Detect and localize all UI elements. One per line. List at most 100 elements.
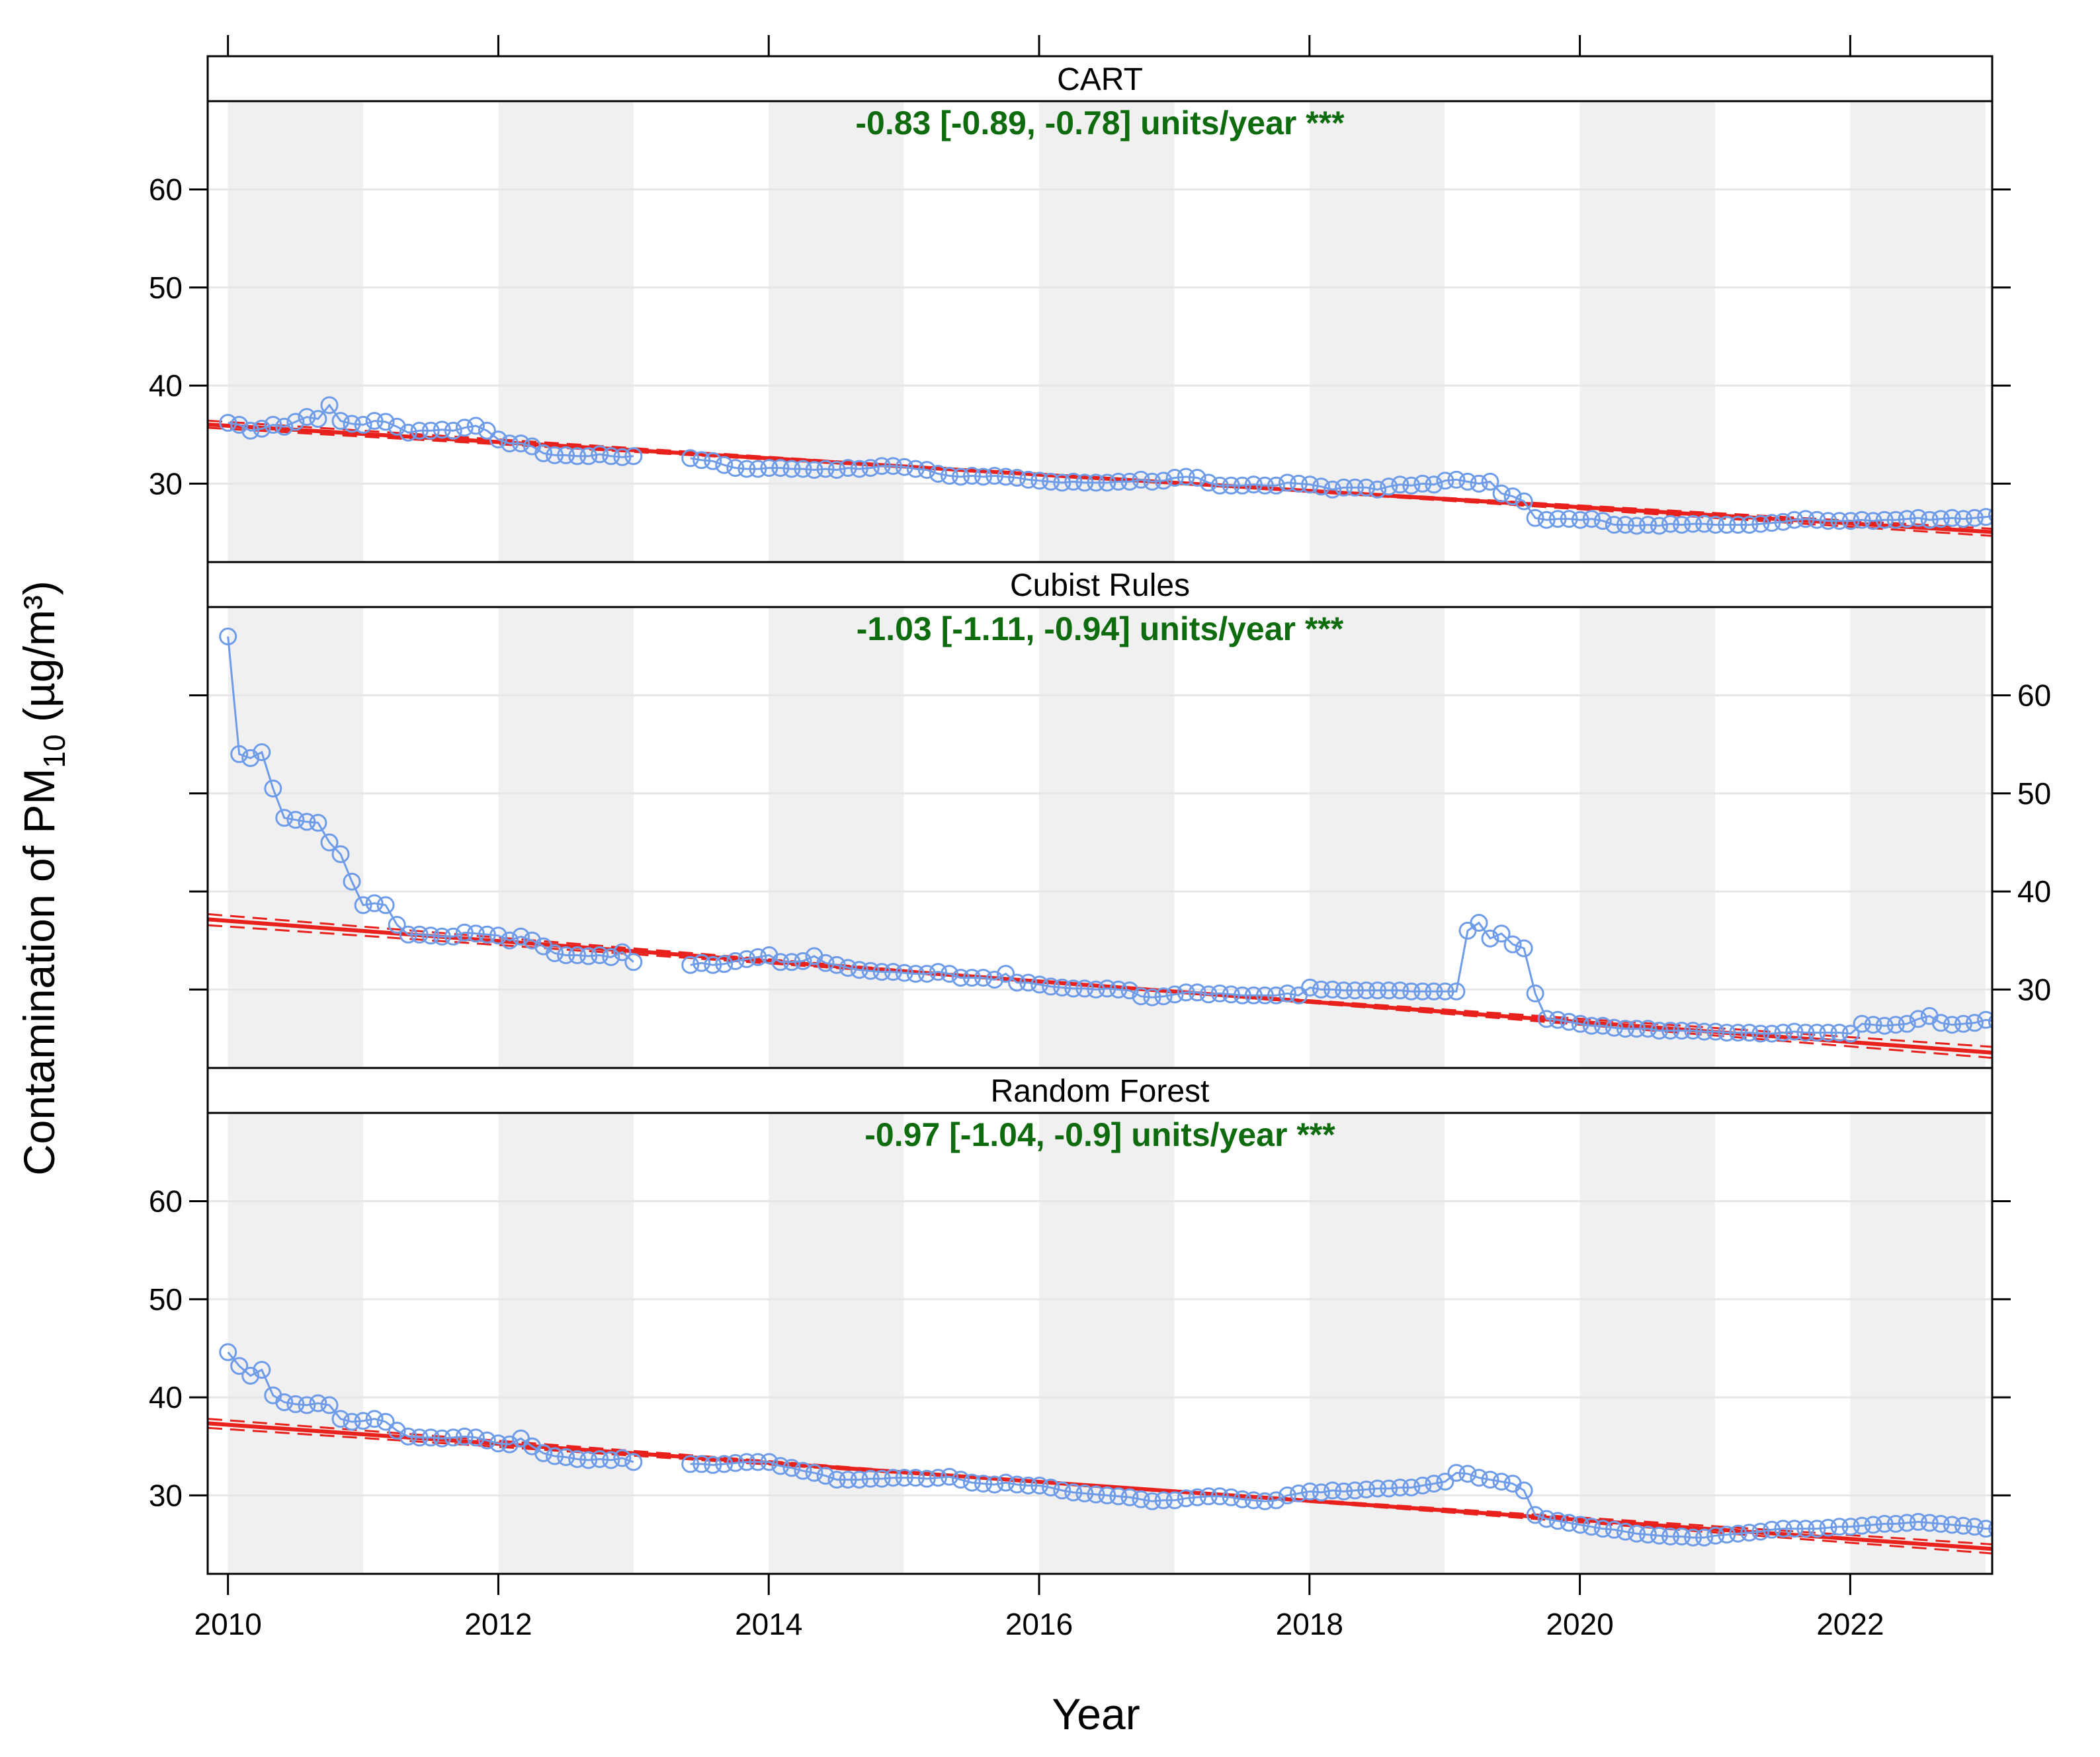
data-point — [1684, 1528, 1702, 1547]
data-point — [1898, 1014, 1916, 1033]
data-point — [1368, 480, 1387, 499]
data-point — [1639, 516, 1657, 534]
data-point — [1199, 473, 1218, 492]
data-point — [1413, 1477, 1432, 1494]
data-point — [1605, 1018, 1623, 1037]
data-point — [1492, 1473, 1511, 1491]
data-point — [1515, 1481, 1533, 1500]
data-point — [1808, 1520, 1826, 1538]
data-point — [1537, 511, 1556, 529]
data-point — [1425, 475, 1443, 494]
data-point — [1763, 1024, 1781, 1043]
data-point — [1931, 1514, 1950, 1533]
data-point — [1425, 1475, 1443, 1493]
data-point — [1526, 509, 1544, 527]
data-point — [917, 1469, 936, 1488]
data-point — [929, 465, 947, 483]
data-point — [749, 1453, 767, 1471]
data-point — [1154, 987, 1173, 1006]
data-point — [253, 419, 271, 438]
data-point — [1143, 1492, 1161, 1510]
year-band — [498, 1113, 634, 1574]
data-point — [444, 927, 462, 946]
data-point — [1413, 474, 1432, 493]
data-point — [1503, 935, 1522, 954]
data-point — [1075, 1484, 1094, 1502]
data-point — [827, 956, 846, 974]
data-point — [602, 447, 620, 466]
data-point — [1875, 1514, 1894, 1533]
data-point — [1267, 986, 1285, 1004]
data-point — [749, 948, 767, 966]
y-axis-title: Contamination of PM10 (µg/m³) — [15, 581, 71, 1176]
x-tick-label: 2016 — [1005, 1607, 1073, 1641]
data-point — [974, 468, 992, 486]
data-point — [1154, 1491, 1173, 1510]
data-point — [1458, 1465, 1477, 1483]
data-point — [963, 1473, 981, 1492]
data-point — [1380, 981, 1398, 1000]
data-point — [1548, 1010, 1567, 1029]
data-point — [1571, 1516, 1589, 1534]
data-point — [1684, 514, 1702, 533]
data-point — [782, 460, 801, 478]
y-axis-title-suffix: (µg/m³) — [15, 581, 63, 734]
data-point — [1255, 476, 1274, 495]
y-tick-label: 50 — [149, 270, 183, 305]
data-point — [1650, 516, 1668, 535]
data-point — [737, 950, 756, 968]
data-point — [1301, 978, 1319, 997]
data-point — [489, 1434, 507, 1453]
data-point — [421, 926, 440, 945]
data-point — [917, 965, 936, 983]
x-axis: 2010 2012 2014 2016 2018 2020 2022 — [194, 35, 1884, 1641]
data-point — [816, 954, 835, 972]
data-point — [298, 813, 316, 831]
data-point — [1695, 514, 1714, 533]
data-point — [1132, 1490, 1150, 1508]
data-point — [895, 963, 913, 982]
data-point — [1593, 1016, 1612, 1035]
data-point — [1627, 1020, 1646, 1038]
data-point — [1627, 1524, 1646, 1543]
data-point — [388, 417, 406, 436]
data-point — [726, 952, 745, 970]
data-point — [940, 965, 958, 983]
data-point — [286, 1395, 305, 1413]
data-point — [884, 457, 902, 475]
y-tick-label: 50 — [149, 1282, 183, 1317]
data-point — [816, 1467, 835, 1485]
data-point — [1109, 472, 1128, 491]
series-line — [690, 457, 1992, 527]
data-point — [1335, 981, 1353, 1000]
panel-strip-title: Random Forest — [991, 1074, 1210, 1109]
data-point — [421, 1428, 440, 1447]
data-point — [230, 1357, 249, 1375]
data-point — [1943, 509, 1961, 527]
data-point — [512, 434, 530, 453]
series-line — [228, 403, 634, 458]
data-point — [963, 467, 981, 485]
data-point — [1650, 1022, 1668, 1040]
year-band — [1039, 1113, 1175, 1574]
data-point — [906, 965, 925, 983]
data-point — [1087, 980, 1105, 999]
panel-data — [208, 628, 1992, 1059]
data-point — [974, 1475, 992, 1493]
data-point — [1875, 1016, 1894, 1035]
x-axis-title: Year — [1052, 1690, 1140, 1738]
data-point — [1988, 1521, 1992, 1537]
data-point — [1064, 472, 1083, 491]
data-point — [1841, 1024, 1860, 1043]
data-point — [399, 423, 417, 442]
data-point — [1729, 516, 1747, 534]
data-point — [1909, 1010, 1927, 1028]
data-point — [455, 419, 474, 437]
data-point — [591, 1450, 609, 1468]
data-point — [1413, 982, 1432, 1001]
data-point — [1886, 1514, 1905, 1533]
data-point — [872, 457, 891, 475]
year-band — [769, 101, 904, 562]
data-point — [320, 833, 339, 852]
data-point — [602, 948, 620, 966]
